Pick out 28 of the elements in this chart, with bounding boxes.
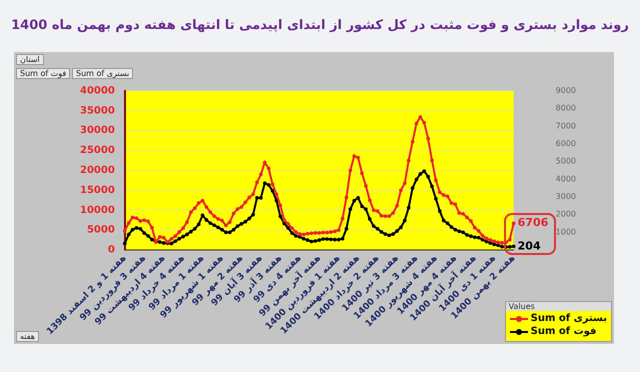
y-tick-label: 40000	[80, 85, 115, 96]
y2-tick-label: 8000	[556, 104, 576, 113]
y-tick-label: 0	[108, 244, 115, 256]
text: استان	[16, 54, 44, 65]
legend-label: Sum of بستری	[530, 313, 607, 324]
text: هفته	[16, 331, 39, 342]
data-label: 6706	[518, 216, 549, 230]
legend-label: Sum of فوت	[530, 326, 596, 337]
y2-tick-label: 6000	[556, 138, 576, 148]
y-tick-label: 20000	[80, 165, 115, 176]
y-tick-label: 15000	[80, 184, 115, 196]
data-label: 204	[518, 239, 541, 252]
y-tick-label: 5000	[86, 224, 115, 236]
y2-tick-label: 7000	[556, 121, 576, 130]
text: Sum of بستری	[72, 68, 134, 79]
y-tick-label: 35000	[80, 105, 115, 116]
y2-tick-label: 4000	[556, 174, 576, 184]
chart-title: روند موارد بستری و فوت مثبت در کل کشور از ابتدای اپیدمی تا انتهای هفته دوم بهمن ماه 1400	[10, 18, 630, 33]
y2-tick-label: 5000	[556, 156, 576, 166]
y2-tick-label: 3000	[556, 192, 576, 202]
y2-tick-label: 1000	[556, 227, 576, 236]
y-tick-label: 30000	[80, 125, 115, 136]
legend-title: Values	[506, 302, 611, 311]
y2-tick-label: 9000	[556, 86, 576, 95]
text: Sum of فوت	[16, 68, 70, 79]
y2-tick-label: 2000	[556, 210, 576, 219]
y-tick-label: 10000	[80, 204, 115, 216]
y-tick-label: 25000	[80, 145, 115, 156]
